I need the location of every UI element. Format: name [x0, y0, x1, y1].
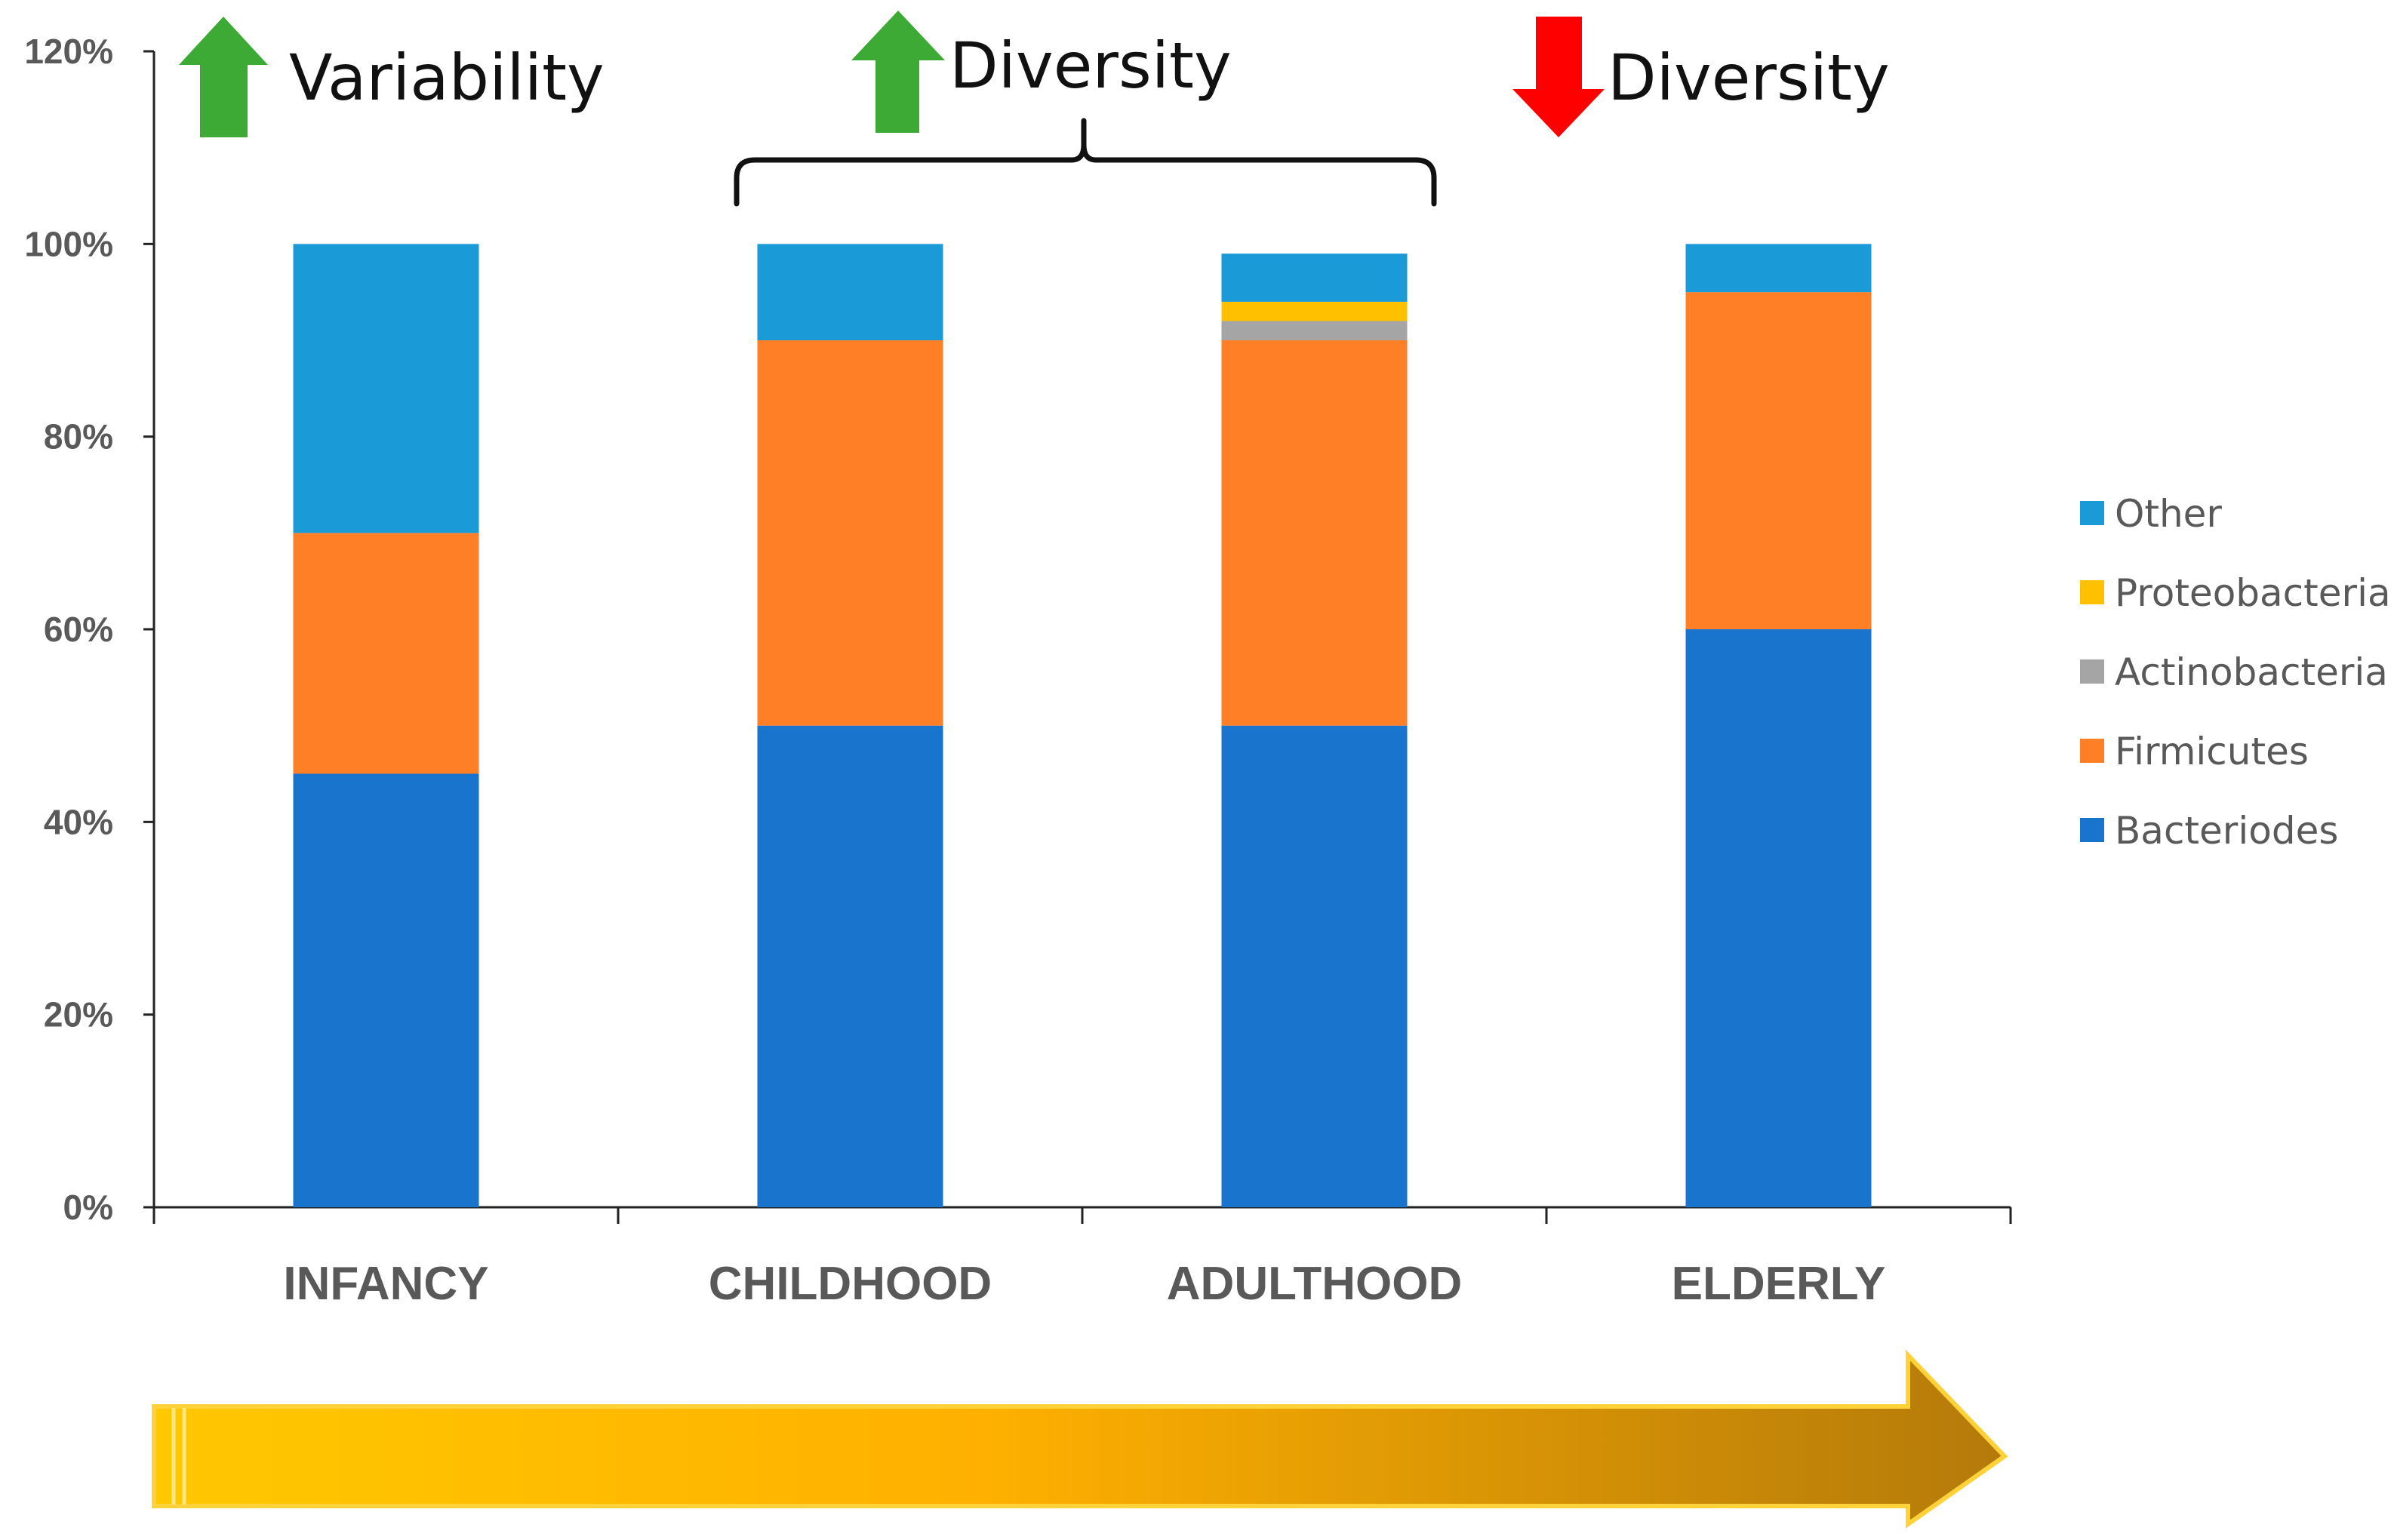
legend-label: Other [2115, 492, 2222, 536]
y-tick-label: 100% [24, 224, 113, 263]
up-arrow-icon [851, 11, 945, 133]
legend-swatch [2080, 739, 2104, 763]
x-tick-label: ELDERLY [1672, 1258, 1886, 1310]
y-tick-label: 60% [44, 610, 113, 649]
bar-other-elderly [1685, 244, 1872, 293]
annotation-diversity-down-label: Diversity [1608, 41, 1890, 115]
x-tick-label: ADULTHOOD [1167, 1258, 1462, 1310]
y-axis: 0% 20% 40% 60% 80% 100% 120% [24, 32, 155, 1227]
bar-firmicutes-childhood [757, 340, 943, 726]
legend-swatch [2080, 501, 2104, 525]
bar-bacteriodes-elderly [1685, 629, 1872, 1207]
bar-other-childhood [757, 244, 943, 340]
legend-swatch [2080, 818, 2104, 842]
bar-firmicutes-elderly [1685, 292, 1872, 629]
y-tick-label: 120% [24, 32, 113, 71]
bar-series [293, 244, 1872, 1207]
curly-brace [734, 118, 1437, 207]
y-tick-label: 0% [63, 1188, 113, 1227]
annotation-diversity-down: Diversity [1512, 17, 1890, 137]
timeline-arrow [152, 1349, 2008, 1529]
x-tick-label: INFANCY [283, 1258, 488, 1310]
legend-swatch [2080, 659, 2104, 684]
bar-actinobacteria-adulthood [1221, 321, 1408, 340]
up-arrow-icon [179, 17, 268, 137]
bar-proteobacteria-adulthood [1221, 301, 1408, 321]
bar-firmicutes-adulthood [1221, 340, 1408, 726]
bar-other-adulthood [1221, 254, 1408, 302]
y-tick-label: 40% [44, 802, 113, 841]
category-labels: INFANCY CHILDHOOD ADULTHOOD ELDERLY [283, 1258, 1885, 1310]
annotation-variability: Variability [179, 17, 605, 137]
right-arrow-icon [152, 1349, 2008, 1529]
x-axis [152, 1206, 2012, 1224]
down-arrow-icon [1512, 17, 1605, 137]
annotation-variability-label: Variability [289, 41, 605, 115]
legend-swatch [2080, 580, 2104, 604]
legend-label: Actinobacteria [2115, 650, 2388, 694]
y-tick-label: 20% [44, 995, 113, 1034]
bar-bacteriodes-infancy [293, 773, 479, 1207]
legend-label: Proteobacteria [2115, 571, 2391, 615]
bar-bacteriodes-childhood [757, 725, 943, 1207]
legend-label: Bacteriodes [2115, 809, 2338, 853]
annotation-diversity-up: Diversity [734, 11, 1437, 207]
bar-bacteriodes-adulthood [1221, 725, 1408, 1207]
bar-other-infancy [293, 244, 479, 533]
bar-firmicutes-infancy [293, 533, 479, 774]
y-tick-label: 80% [44, 417, 113, 456]
annotation-diversity-up-label: Diversity [949, 29, 1232, 103]
legend-label: Firmicutes [2115, 730, 2309, 773]
legend: Other Proteobacteria Actinobacteria Firmicu… [2080, 492, 2391, 853]
x-tick-label: CHILDHOOD [709, 1258, 992, 1310]
